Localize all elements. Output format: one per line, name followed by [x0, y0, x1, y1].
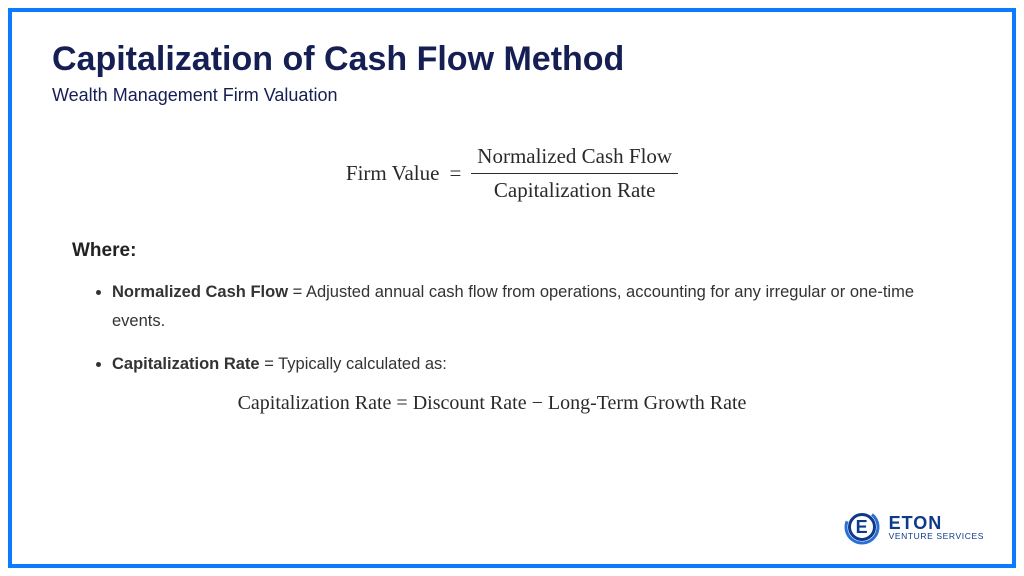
slide-frame: Capitalization of Cash Flow Method Wealt… — [8, 8, 1016, 568]
brand-logo: E ETON VENTURE SERVICES — [843, 508, 984, 546]
list-item: Capitalization Rate = Typically calculat… — [112, 350, 972, 379]
definition-term: Normalized Cash Flow — [112, 283, 288, 301]
logo-letter: E — [843, 508, 881, 546]
definition-text: Typically calculated as: — [278, 355, 447, 373]
definitions-list: Normalized Cash Flow = Adjusted annual c… — [112, 278, 972, 379]
logo-subtitle: VENTURE SERVICES — [889, 532, 984, 541]
definition-sep: = — [288, 283, 306, 301]
sub-formula: Capitalization Rate = Discount Rate − Lo… — [12, 392, 972, 415]
definition-sep: = — [260, 355, 279, 373]
formula-denominator: Capitalization Rate — [488, 174, 662, 205]
main-formula: Firm Value = Normalized Cash Flow Capita… — [52, 142, 972, 206]
formula-numerator: Normalized Cash Flow — [471, 142, 678, 174]
equals-sign: = — [449, 161, 461, 186]
formula-fraction: Normalized Cash Flow Capitalization Rate — [471, 142, 678, 206]
logo-mark: E — [843, 508, 881, 546]
definition-term: Capitalization Rate — [112, 355, 260, 373]
formula-lhs: Firm Value — [346, 161, 440, 186]
logo-name: ETON — [889, 514, 984, 532]
page-subtitle: Wealth Management Firm Valuation — [52, 85, 972, 106]
logo-text: ETON VENTURE SERVICES — [889, 514, 984, 541]
list-item: Normalized Cash Flow = Adjusted annual c… — [112, 278, 972, 336]
where-label: Where: — [72, 240, 972, 262]
page-title: Capitalization of Cash Flow Method — [52, 40, 972, 79]
